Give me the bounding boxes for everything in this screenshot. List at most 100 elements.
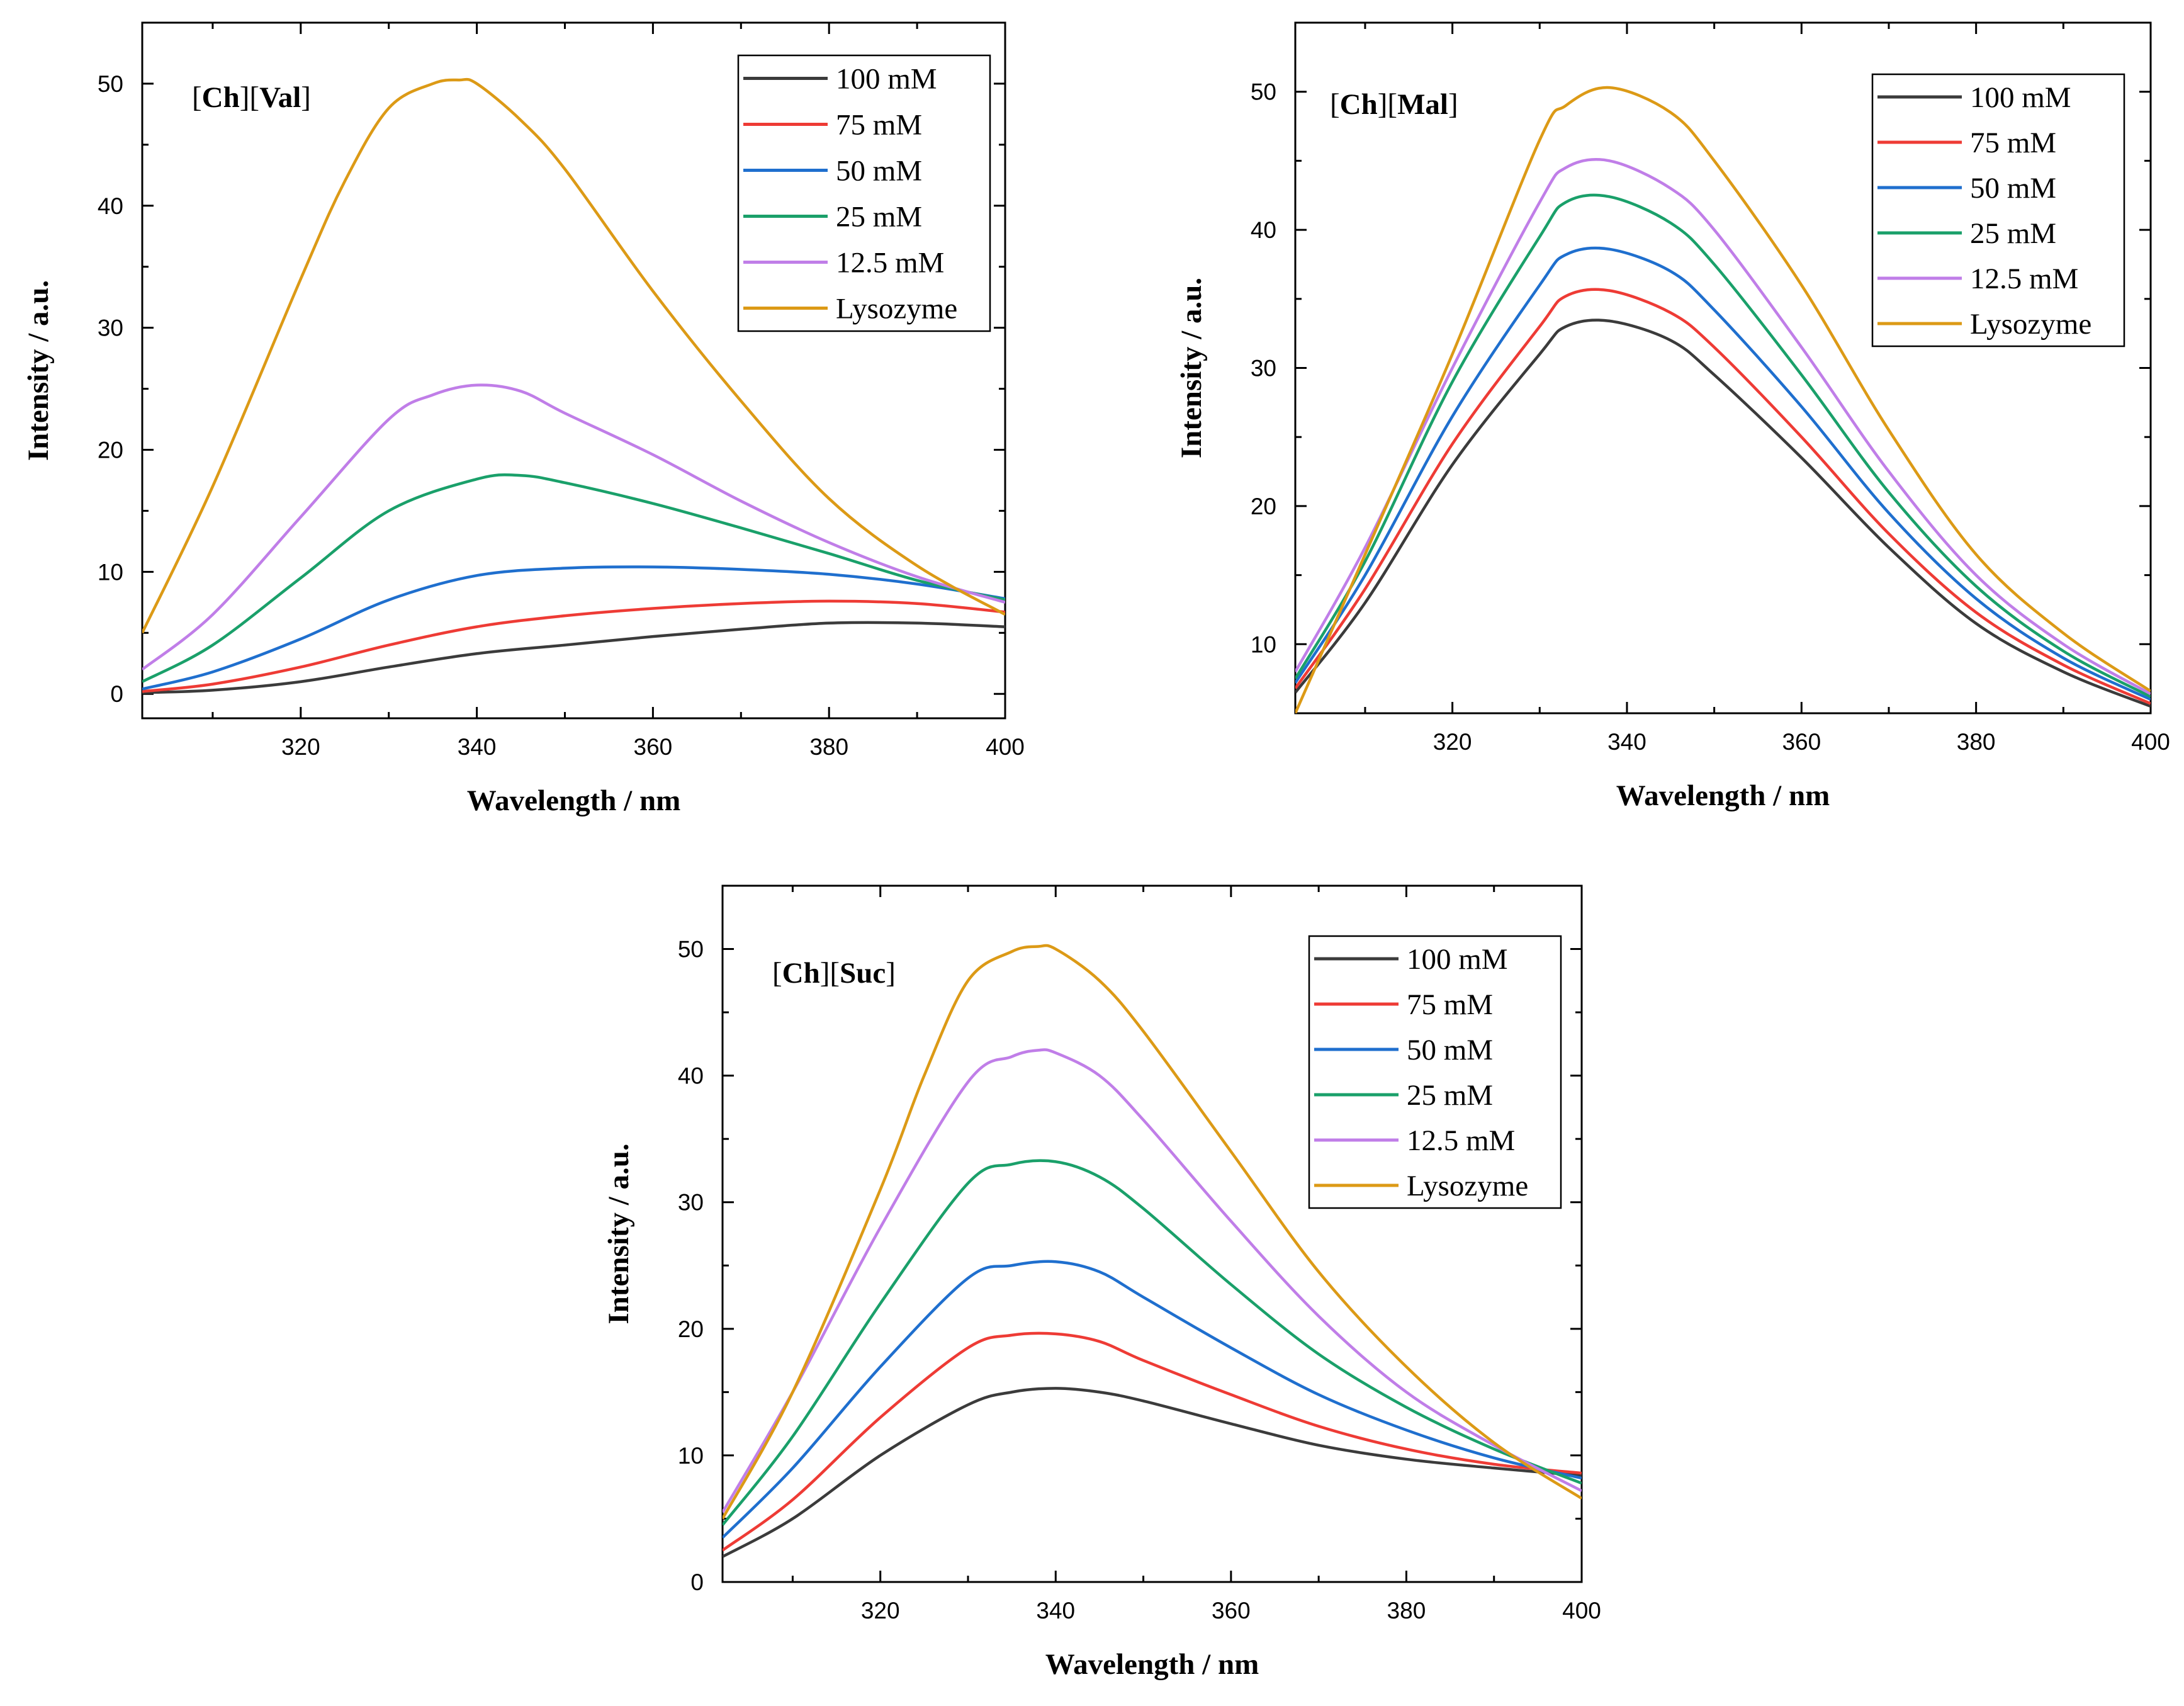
legend-label: 12.5 mM (1407, 1124, 1515, 1157)
panel-title: [Ch][Mal] (1330, 88, 1458, 121)
panel-title-part: [ (1330, 88, 1340, 121)
series-line-50-mm (1295, 246, 2151, 701)
x-tick-label: 360 (634, 734, 673, 760)
legend-label: 25 mM (1970, 217, 2056, 250)
panel-title-part: Ch (202, 81, 240, 114)
panel-title-part: ] (1448, 88, 1458, 121)
y-tick-label: 0 (110, 681, 123, 707)
series-line-50-mm (723, 1260, 1582, 1539)
y-tick-label: 50 (98, 71, 123, 97)
panel-title-part: [ (192, 81, 202, 114)
series-line-25-mm (723, 1159, 1582, 1526)
y-tick-label: 30 (1251, 356, 1276, 381)
x-tick-label: 340 (1607, 729, 1646, 755)
x-axis-title: Wavelength / nm (1045, 1648, 1259, 1681)
legend-label: Lysozyme (836, 293, 957, 325)
series-line-12-5-mm (142, 383, 1005, 671)
y-tick-label: 20 (1251, 494, 1276, 519)
legend-label: 100 mM (1407, 943, 1508, 976)
y-tick-label: 20 (98, 438, 123, 463)
legend-label: 50 mM (836, 155, 922, 188)
y-tick-label: 10 (1251, 631, 1276, 657)
series-line-25-mm (1295, 193, 2151, 698)
y-tick-label: 30 (98, 315, 123, 341)
panel-title-part: Suc (840, 957, 886, 990)
x-axis-title: Wavelength / nm (467, 784, 680, 817)
x-tick-label: 400 (986, 734, 1025, 760)
legend-label: 100 mM (836, 63, 937, 96)
y-tick-label: 0 (690, 1569, 704, 1595)
x-tick-label: 340 (458, 734, 497, 760)
legend-box (1871, 73, 2125, 347)
series-line-75-mm (723, 1331, 1582, 1552)
series-line-100-mm (1295, 319, 2151, 708)
series-line-100-mm (142, 621, 1005, 694)
legend-box (737, 54, 991, 332)
series-line-100-mm (723, 1387, 1582, 1558)
series-group (723, 944, 1582, 1558)
legend-label: 12.5 mM (836, 247, 944, 280)
legend-label: 75 mM (1970, 127, 2056, 159)
x-tick-label: 360 (1782, 729, 1821, 755)
x-tick-label: 380 (809, 734, 848, 760)
chart-panel-ch-val: 320 340 360 380 400 0 10 20 30 40 50 Wavelength / n… (22, 21, 1025, 817)
x-tick-label: 380 (1957, 729, 1996, 755)
chart-panel-ch-mal: 320 340 360 380 400 10 20 30 40 50 Wavelength / nm… (1175, 21, 2170, 812)
legend-label: 100 mM (1970, 81, 2071, 114)
series-line-50-mm (142, 565, 1005, 691)
series-line-lysozyme (142, 77, 1005, 634)
series-line-12-5-mm (1295, 158, 2151, 696)
panel-title-part: [ (772, 957, 782, 990)
plot-frame (141, 21, 1006, 720)
panel-title-part: ] (886, 957, 896, 990)
x-tick-label: 400 (2131, 729, 2170, 755)
x-tick-label: 340 (1036, 1598, 1075, 1624)
panel-title-part: ][ (240, 81, 259, 114)
legend-box (1308, 935, 1562, 1209)
legend-label: 50 mM (1407, 1034, 1493, 1066)
panel-title: [Ch][Val] (192, 81, 311, 114)
y-tick-label: 40 (98, 193, 123, 219)
legend-label: 25 mM (836, 201, 922, 234)
legend-label: Lysozyme (1407, 1170, 1528, 1202)
y-tick-label: 40 (1251, 217, 1276, 243)
legend-label: 75 mM (836, 109, 922, 142)
series-line-75-mm (1295, 288, 2151, 705)
y-tick-label: 50 (1251, 79, 1276, 105)
y-axis-title: Intensity / a.u. (1175, 278, 1208, 458)
legend-label: Lysozyme (1970, 308, 2091, 341)
panel-title-part: Val (259, 81, 301, 114)
legend-label: 50 mM (1970, 172, 2056, 205)
x-tick-label: 360 (1212, 1598, 1251, 1624)
panel-title-part: ] (301, 81, 311, 114)
y-tick-label: 10 (98, 559, 123, 585)
series-line-lysozyme (723, 944, 1582, 1520)
panel-title: [Ch][Suc] (772, 957, 896, 990)
legend-label: 75 mM (1407, 988, 1493, 1021)
x-tick-label: 380 (1387, 1598, 1426, 1624)
series-line-12-5-mm (723, 1048, 1582, 1513)
x-axis-title: Wavelength / nm (1616, 779, 1830, 812)
plot-frame (721, 884, 1583, 1583)
y-tick-label: 10 (678, 1443, 704, 1469)
panel-title-part: Ch (782, 957, 820, 990)
series-group (142, 77, 1005, 694)
y-tick-label: 30 (678, 1190, 704, 1216)
x-tick-label: 400 (1562, 1598, 1601, 1624)
series-group (1295, 86, 2151, 713)
panel-title-part: ][ (820, 957, 840, 990)
y-tick-label: 50 (678, 937, 704, 963)
series-line-75-mm (142, 599, 1005, 693)
panel-title-part: Ch (1340, 88, 1378, 121)
y-tick-label: 40 (678, 1063, 704, 1089)
legend-label: 12.5 mM (1970, 263, 2078, 295)
y-axis-title: Intensity / a.u. (22, 280, 55, 461)
panel-title-part: ][ (1378, 88, 1397, 121)
y-tick-label: 20 (678, 1316, 704, 1342)
x-tick-label: 320 (281, 734, 320, 760)
chart-panel-ch-suc: 320 340 360 380 400 0 10 20 30 40 50 Wavelength / n… (602, 884, 1601, 1681)
legend-label: 25 mM (1407, 1079, 1493, 1112)
panel-title-part: Mal (1397, 88, 1448, 121)
series-line-25-mm (142, 473, 1005, 683)
